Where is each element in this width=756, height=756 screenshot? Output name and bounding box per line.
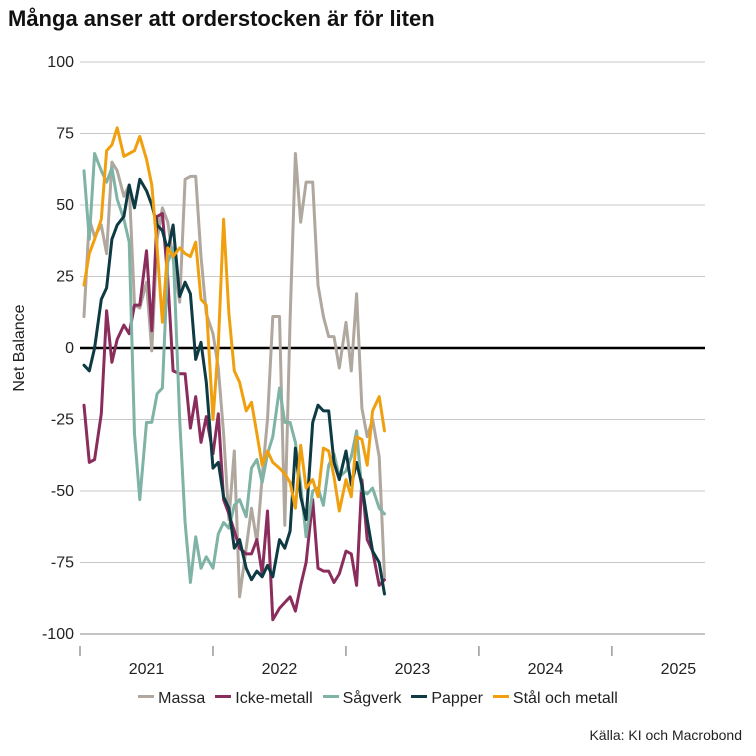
y-tick-label: 100 xyxy=(47,54,74,71)
legend-label: Sågverk xyxy=(342,690,402,707)
legend-item: Massa xyxy=(138,690,205,708)
legend: Massa Icke-metall Sågverk Papper Stål och me… xyxy=(0,690,756,708)
y-tick-label: -100 xyxy=(42,626,74,643)
y-tick-label: -25 xyxy=(51,412,74,429)
y-axis-ticks: 100 75 50 25 0 -25 -50 -75 -100 xyxy=(42,54,74,643)
y-tick-label: 75 xyxy=(56,126,74,143)
x-axis: 2021 2022 2023 2024 2025 xyxy=(79,633,705,678)
x-tick-label: 2025 xyxy=(661,661,697,678)
legend-swatch xyxy=(138,695,155,699)
x-tick-label: 2022 xyxy=(262,661,298,678)
y-axis-label: Net Balance xyxy=(11,304,28,391)
series-line-icke-metall xyxy=(82,212,386,622)
source-note: Källa: KI och Macrobond xyxy=(589,727,742,743)
x-tick-label: 2021 xyxy=(129,661,165,678)
x-tick-label: 2024 xyxy=(528,661,564,678)
legend-label: Stål och metall xyxy=(512,690,618,707)
legend-item: Papper xyxy=(411,690,483,708)
series-lines xyxy=(82,126,386,622)
legend-label: Massa xyxy=(158,690,206,707)
legend-item: Sågverk xyxy=(322,690,402,708)
legend-item: Icke-metall xyxy=(215,690,313,708)
legend-swatch xyxy=(492,695,509,699)
legend-item: Stål och metall xyxy=(492,690,618,708)
legend-swatch xyxy=(322,695,339,699)
series-line-st-l-och-metall xyxy=(82,126,386,513)
y-tick-label: -75 xyxy=(51,555,74,572)
x-tick-label: 2023 xyxy=(395,661,431,678)
y-tick-label: 25 xyxy=(56,269,74,286)
legend-label: Icke-metall xyxy=(235,690,313,707)
legend-label: Papper xyxy=(431,690,483,707)
y-tick-label: 50 xyxy=(56,197,74,214)
legend-swatch xyxy=(215,695,232,699)
legend-swatch xyxy=(411,695,428,699)
chart-title: Många anser att orderstocken är för lite… xyxy=(8,6,435,31)
series-line-papper xyxy=(82,177,386,596)
y-tick-label: -50 xyxy=(51,483,74,500)
y-tick-label: 0 xyxy=(65,340,74,357)
